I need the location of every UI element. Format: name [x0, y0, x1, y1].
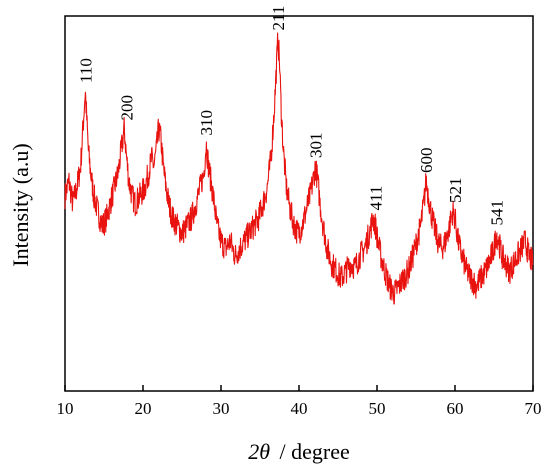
x-axis-tick-labels: 10 20 30 40 50 60 70 — [57, 399, 542, 418]
peak-label-411: 411 — [366, 186, 385, 211]
series-line-0 — [64, 32, 534, 305]
x-axis-label-unit: / degree — [280, 439, 350, 464]
x-tick-label-30: 30 — [213, 399, 230, 418]
x-tick-label-50: 50 — [369, 399, 386, 418]
peak-label-521: 521 — [446, 178, 465, 204]
peak-label-600: 600 — [417, 148, 436, 174]
x-axis-ticks — [64, 385, 534, 391]
y-axis-label: Intensity (a.u) — [8, 143, 33, 266]
x-tick-label-60: 60 — [447, 399, 464, 418]
x-tick-label-70: 70 — [525, 399, 542, 418]
peak-label-310: 310 — [197, 110, 216, 136]
x-tick-label-10: 10 — [57, 399, 74, 418]
peak-label-301: 301 — [306, 133, 325, 159]
x-tick-label-20: 20 — [135, 399, 152, 418]
peak-label-110: 110 — [76, 58, 95, 83]
peak-label-200: 200 — [118, 95, 137, 121]
x-axis-label-symbol: 2θ — [248, 439, 270, 464]
peak-label-541: 541 — [487, 200, 506, 226]
series-group — [64, 32, 534, 305]
peak-labels: 110 200 310 211 301 411 600 521 541 — [76, 6, 506, 226]
peak-label-211: 211 — [269, 6, 288, 31]
x-axis-label: 2θ / degree — [248, 439, 350, 464]
x-tick-label-40: 40 — [291, 399, 308, 418]
